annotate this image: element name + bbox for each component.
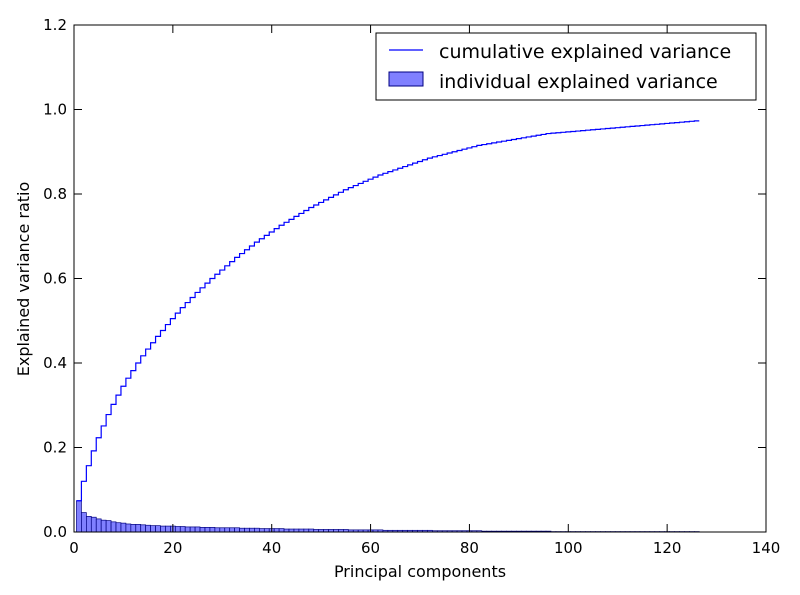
variance-bar — [100, 519, 107, 533]
variance-bar — [214, 527, 221, 533]
variance-bar — [234, 527, 240, 533]
y-tick-label: 0.6 — [43, 270, 67, 288]
variance-bar — [244, 527, 250, 533]
variance-bar — [239, 527, 245, 533]
y-tick-label: 0.2 — [43, 439, 67, 457]
variance-bar — [90, 516, 97, 533]
variance-bar — [130, 524, 137, 533]
y-axis-label: Explained variance ratio — [14, 182, 33, 377]
legend-bar-swatch — [388, 71, 424, 87]
variance-bar — [174, 526, 181, 533]
plot-frame — [73, 24, 767, 533]
variance-bar — [115, 522, 122, 533]
variance-bar — [263, 528, 270, 533]
variance-bar — [125, 523, 132, 533]
variance-bar — [189, 526, 196, 533]
variance-bar — [204, 526, 211, 533]
variance-bar — [209, 526, 216, 533]
cumulative-variance-line-group — [76, 120, 700, 502]
variance-bar — [76, 500, 82, 533]
y-tick-label: 0.4 — [43, 354, 67, 372]
y-tick-label: 0.8 — [43, 185, 67, 203]
variance-bar — [140, 524, 147, 533]
variance-bar — [229, 527, 235, 533]
variance-bar — [184, 526, 191, 533]
variance-bar — [145, 524, 151, 533]
variance-bar — [194, 526, 201, 533]
x-tick-label: 40 — [262, 539, 281, 557]
variance-bar — [224, 527, 231, 533]
variance-bar — [86, 516, 92, 533]
y-tick-label: 1.0 — [43, 101, 67, 119]
variance-bar — [150, 525, 156, 533]
x-tick-label: 140 — [752, 539, 781, 557]
x-tick-label: 100 — [554, 539, 583, 557]
cumulative-variance-line — [76, 120, 700, 502]
y-tick-label: 0.0 — [43, 523, 67, 541]
variance-bar — [110, 521, 117, 533]
variance-bar — [254, 527, 260, 533]
legend-label-cumulative: cumulative explained variance — [439, 41, 731, 63]
variance-bar — [219, 527, 226, 533]
variance-bar — [165, 525, 171, 533]
variance-bar — [259, 528, 265, 533]
variance-bar — [278, 528, 285, 533]
axis-ticks-group: 0 20 40 60 80 100 120 140 0.0 0.2 0.4 0.6 0.8 1.0 1.2 — [43, 16, 780, 557]
variance-bar — [95, 518, 102, 533]
variance-bar — [273, 528, 280, 533]
x-axis-label: Principal components — [334, 562, 506, 581]
variance-bar — [179, 526, 186, 533]
variance-bar — [81, 512, 87, 533]
legend-box — [375, 32, 757, 101]
x-tick-label: 60 — [361, 539, 380, 557]
variance-bar — [249, 527, 255, 533]
variance-bar — [105, 520, 112, 533]
x-tick-label: 0 — [69, 539, 79, 557]
variance-bar — [199, 526, 206, 533]
legend-label-individual: individual explained variance — [439, 71, 718, 93]
variance-bar — [160, 525, 166, 533]
x-tick-label: 120 — [653, 539, 682, 557]
variance-bar — [120, 522, 127, 533]
x-tick-label: 20 — [163, 539, 182, 557]
variance-bar — [135, 524, 142, 533]
x-tick-label: 80 — [460, 539, 479, 557]
legend: cumulative explained variance individual… — [375, 32, 757, 101]
y-tick-label: 1.2 — [43, 16, 67, 34]
variance-bar — [155, 525, 161, 533]
